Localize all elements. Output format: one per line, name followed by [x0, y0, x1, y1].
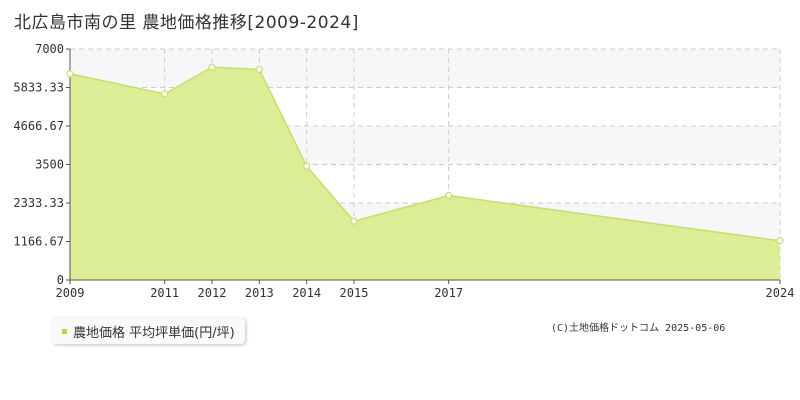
- data-point: [66, 70, 74, 78]
- data-point: [161, 90, 169, 98]
- series-area: [70, 67, 780, 281]
- axes: [66, 48, 781, 284]
- x-tick-label: 2012: [198, 286, 227, 300]
- y-tick-label: 5833.33: [13, 81, 64, 95]
- x-tick-label: 2014: [292, 286, 321, 300]
- data-point: [208, 63, 216, 71]
- x-tick-label: 2017: [434, 286, 463, 300]
- y-tick-label: 2333.33: [13, 196, 64, 210]
- y-tick-labels: 0 1166.67 2333.33 3500 4666.67 5833.33 7000: [13, 42, 64, 287]
- data-point: [445, 191, 453, 200]
- y-tick-label: 3500: [35, 158, 64, 172]
- data-point: [255, 65, 263, 74]
- series-line: [69, 66, 781, 242]
- area-layer: [69, 66, 781, 281]
- x-tick-label: 2015: [340, 286, 369, 300]
- data-points: [66, 63, 784, 245]
- x-tick-label: 2024: [766, 286, 795, 300]
- x-tick-label: 2011: [150, 286, 179, 300]
- grid-band: [70, 49, 780, 88]
- y-tick-label: 4666.67: [13, 119, 64, 133]
- legend: 農地価格 平均坪単価(円/坪): [52, 318, 245, 344]
- x-tick-label: 2009: [56, 286, 85, 300]
- x-tick-label: 2013: [245, 286, 274, 300]
- y-tick-label: 7000: [35, 42, 64, 56]
- data-point: [350, 217, 358, 225]
- legend-swatch: [62, 328, 67, 334]
- y-tick-label: 0: [57, 273, 64, 287]
- y-tick-label: 1166.67: [13, 234, 64, 248]
- x-tick-labels: 2009 2011 2012 2013 2014 2015 2017 2024: [56, 286, 795, 300]
- copyright-text: (C)土地価格ドットコム 2025-05-06: [551, 323, 726, 334]
- data-point: [776, 237, 784, 245]
- chart-title: 北広島市南の里 農地価格推移[2009-2024]: [14, 13, 359, 33]
- legend-label: 農地価格 平均坪単価(円/坪): [73, 325, 235, 341]
- data-point: [303, 162, 311, 170]
